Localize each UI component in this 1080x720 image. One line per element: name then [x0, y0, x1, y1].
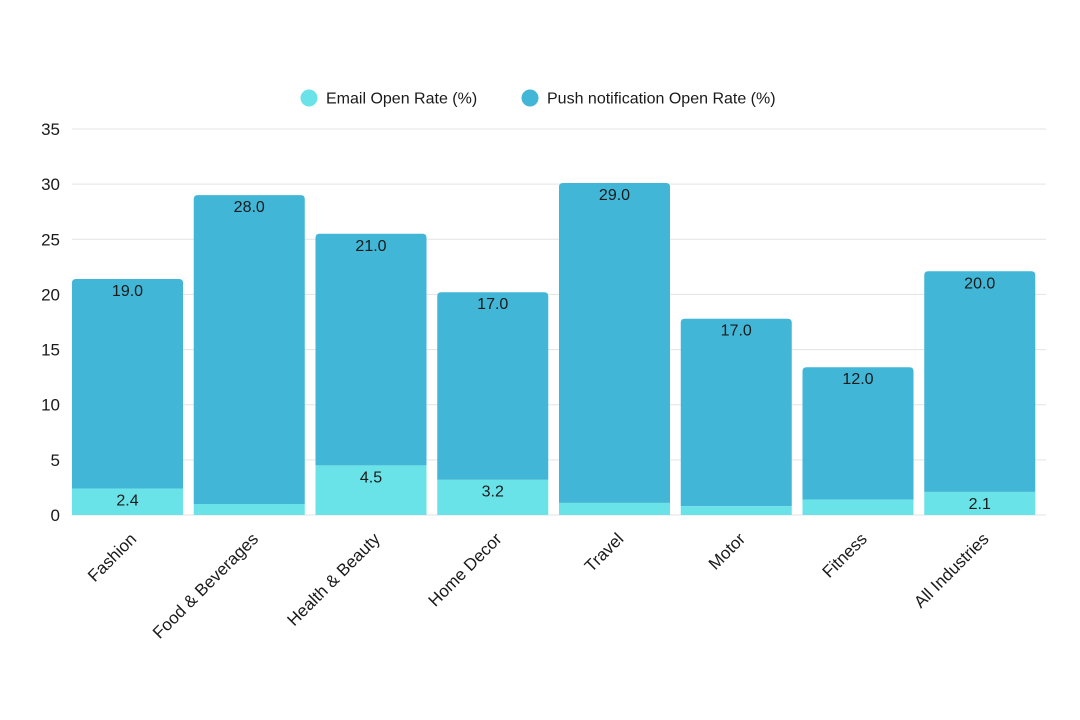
x-category-label: All Industries [910, 529, 992, 611]
push-data-label: 28.0 [234, 199, 265, 216]
y-tick-label: 5 [51, 451, 60, 470]
push-bar [924, 271, 1036, 492]
data-label-group: 2.4 19.0 28.0 4.5 21.0 3.2 17.0 29.0 17.0 12.0 2.1… [112, 187, 995, 513]
y-tick-label: 35 [41, 120, 60, 139]
x-category-label: Home Decor [425, 529, 506, 610]
push-bar [72, 278, 183, 489]
y-tick-label: 20 [41, 285, 60, 304]
email-data-label: 2.1 [969, 496, 991, 513]
push-data-label: 20.0 [964, 275, 995, 292]
bar-group [72, 183, 1036, 515]
push-data-label: 17.0 [477, 296, 508, 313]
push-data-label: 17.0 [721, 323, 752, 340]
email-bar [437, 479, 549, 515]
push-bar [315, 233, 427, 466]
email-bar [193, 503, 305, 515]
x-category-label: Fashion [84, 529, 140, 585]
push-bar [193, 195, 305, 504]
push-bar [559, 183, 670, 503]
email-bar [924, 491, 1036, 515]
push-bar [437, 292, 549, 480]
email-bar [559, 502, 670, 515]
email-bar [72, 488, 183, 515]
push-data-label: 12.0 [842, 371, 873, 388]
legend-label: Email Open Rate (%) [326, 91, 477, 108]
email-data-label: 3.2 [482, 484, 504, 501]
x-category-label: Fitness [819, 529, 871, 581]
x-category-label: Health & Beauty [284, 529, 385, 630]
x-category-label: Travel [581, 529, 627, 575]
push-bar [802, 367, 914, 500]
x-category-label: Motor [705, 529, 749, 573]
push-bar [680, 318, 792, 507]
y-tick-label: 30 [41, 175, 60, 194]
y-tick-label: 15 [41, 341, 60, 360]
chart-legend: Email Open Rate (%) Push notification Ope… [300, 89, 776, 108]
x-category-label: Food & Beverages [149, 529, 262, 642]
legend-swatch [300, 89, 318, 107]
x-axis: Fashion Food & Beverages Health & Beauty Ho… [84, 529, 992, 642]
email-bar [680, 506, 792, 515]
legend-swatch [521, 89, 539, 107]
email-data-label: 4.5 [360, 469, 382, 486]
legend-label: Push notification Open Rate (%) [547, 91, 776, 108]
email-data-label: 2.4 [116, 493, 138, 510]
email-bar [315, 465, 427, 515]
push-data-label: 21.0 [355, 238, 386, 255]
y-tick-label: 25 [41, 230, 60, 249]
y-tick-label: 10 [41, 396, 60, 415]
push-data-label: 29.0 [599, 187, 630, 204]
push-data-label: 19.0 [112, 283, 143, 300]
y-tick-label: 0 [51, 506, 60, 525]
y-axis: 0 5 10 15 20 25 30 35 [41, 120, 60, 525]
email-bar [802, 499, 914, 515]
